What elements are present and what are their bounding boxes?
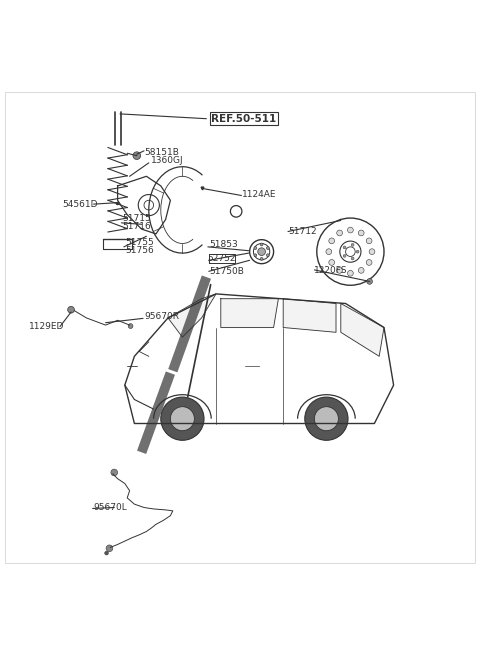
Text: 51715: 51715 — [122, 214, 151, 223]
Circle shape — [369, 249, 375, 255]
Circle shape — [358, 230, 364, 236]
Text: 51712: 51712 — [288, 227, 317, 236]
Circle shape — [326, 249, 332, 255]
Circle shape — [329, 259, 335, 265]
Circle shape — [161, 397, 204, 440]
Text: 95670R: 95670R — [144, 312, 179, 322]
Circle shape — [366, 259, 372, 265]
Circle shape — [105, 551, 108, 555]
Circle shape — [260, 243, 263, 246]
Polygon shape — [221, 299, 278, 328]
Circle shape — [111, 469, 118, 476]
Text: 58151B: 58151B — [144, 148, 179, 157]
Text: 51756: 51756 — [125, 246, 154, 255]
Text: 95670L: 95670L — [94, 502, 127, 512]
Circle shape — [366, 238, 372, 244]
Text: 51853: 51853 — [209, 240, 238, 250]
Circle shape — [133, 152, 141, 160]
Text: 51755: 51755 — [125, 238, 154, 247]
Text: 1129ED: 1129ED — [29, 322, 64, 331]
Circle shape — [337, 267, 343, 273]
Text: 1360GJ: 1360GJ — [151, 156, 184, 165]
Circle shape — [128, 324, 133, 328]
Circle shape — [305, 397, 348, 440]
Circle shape — [68, 307, 74, 313]
Circle shape — [266, 254, 269, 257]
Circle shape — [106, 545, 113, 552]
Circle shape — [367, 278, 372, 284]
Text: 51750B: 51750B — [209, 267, 244, 276]
Circle shape — [314, 407, 338, 431]
Polygon shape — [283, 299, 336, 332]
Circle shape — [358, 267, 364, 273]
Circle shape — [329, 238, 335, 244]
Circle shape — [170, 407, 194, 431]
Circle shape — [348, 227, 353, 233]
Circle shape — [343, 246, 346, 249]
Circle shape — [260, 257, 263, 260]
Circle shape — [254, 247, 257, 250]
Text: REF.50-511: REF.50-511 — [211, 114, 276, 124]
Polygon shape — [341, 303, 384, 356]
Circle shape — [351, 244, 354, 246]
Polygon shape — [168, 294, 216, 337]
Circle shape — [266, 247, 269, 250]
Circle shape — [356, 250, 359, 253]
Text: 1124AE: 1124AE — [242, 189, 277, 198]
Text: 54561D: 54561D — [62, 200, 98, 209]
Text: 1220FS: 1220FS — [314, 267, 348, 275]
FancyBboxPatch shape — [209, 254, 235, 263]
Circle shape — [348, 271, 353, 276]
Circle shape — [343, 254, 346, 257]
Circle shape — [337, 230, 343, 236]
Text: 51716: 51716 — [122, 222, 151, 231]
Circle shape — [254, 254, 257, 257]
Text: 52752: 52752 — [207, 254, 236, 263]
Circle shape — [258, 248, 265, 255]
Circle shape — [351, 257, 354, 260]
